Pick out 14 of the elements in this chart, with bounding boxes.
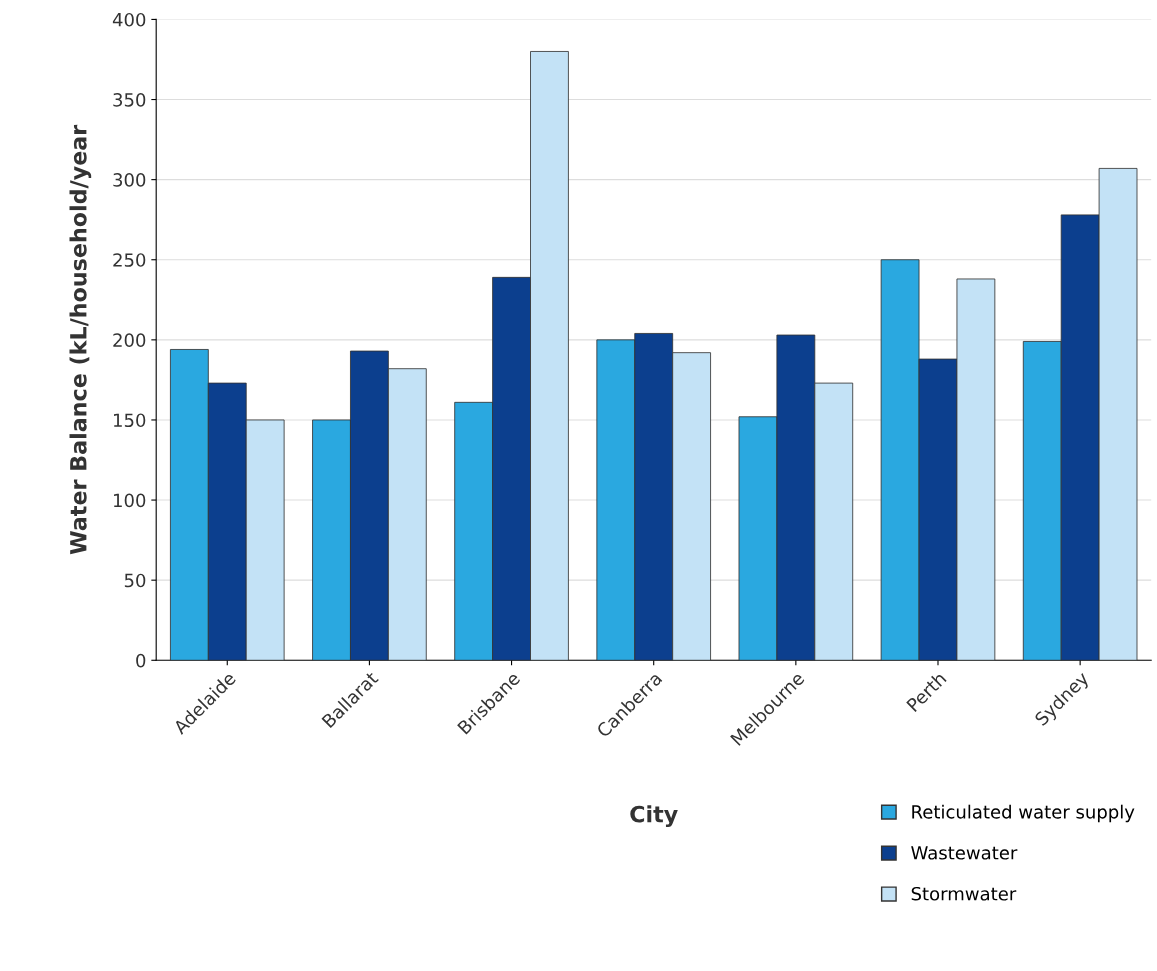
x-axis-title: City [630, 805, 678, 827]
y-tick-label: 50 [124, 573, 146, 588]
legend-label: Reticulated water supply [912, 804, 1135, 823]
y-tick-label: 400 [112, 12, 146, 27]
y-tick-label: 200 [113, 333, 146, 347]
y-tick-label: 0 [136, 653, 146, 668]
y-tick-label: 300 [113, 173, 146, 187]
legend-label: Stormwater [911, 886, 1017, 901]
y-tick-label: 100 [113, 493, 146, 508]
y-tick-label: 250 [113, 253, 146, 267]
y-axis-title: Water Balance (kL/household/year [69, 124, 92, 555]
y-tick-label: 150 [113, 413, 146, 428]
y-tick-label: 350 [113, 92, 146, 107]
legend-label: Wastewater [911, 846, 1018, 860]
